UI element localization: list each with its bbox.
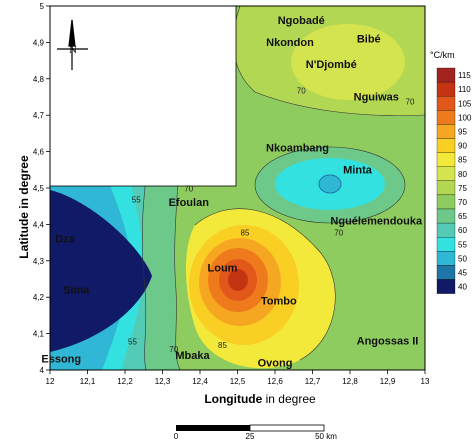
legend-swatch [436,67,456,83]
scale-label-0: 0 [174,432,179,441]
legend-level-label: 55 [458,240,467,249]
y-tick-label: 4,6 [33,148,45,157]
contour-label: 70 [169,345,178,354]
contour-label: 55 [132,196,141,205]
y-tick-label: 4,5 [33,184,45,193]
place-label: Dza [55,234,75,246]
x-axis-label-bold: Longitude [204,392,263,406]
legend-swatch [436,166,456,181]
x-tick-label: 12,9 [380,377,396,386]
legend-swatch [436,265,456,280]
legend-swatch [436,81,456,97]
legend-level-label: 85 [458,156,467,165]
x-tick-label: 12,1 [80,377,96,386]
y-tick-label: 4,9 [33,38,45,47]
y-tick-label: 4,4 [33,220,45,229]
place-label: Efoulan [169,197,210,209]
scale-bar: 0 25 50 km [174,424,337,441]
legend-swatch [436,251,456,266]
place-label: Essong [41,354,81,366]
x-tick-label: 12,3 [155,377,171,386]
legend-swatch [436,180,456,196]
legend-swatch [436,110,456,125]
y-tick-label: 4,1 [33,330,45,339]
contour-label: 70 [406,97,415,106]
place-label: Angossas II [357,336,419,348]
legend-swatch [436,279,456,294]
x-tick-label: 13 [421,377,430,386]
place-label: Nguiwas [354,92,399,104]
legend-swatch [436,96,456,111]
legend-swatch [436,237,456,252]
place-label: Mbaka [175,350,210,362]
contour-label: 85 [241,228,250,237]
legend-level-label: 105 [458,99,472,108]
legend-level-label: 90 [458,142,467,151]
x-axis-label-rest: in degree [262,392,316,406]
contour-label: 70 [184,185,193,194]
y-tick-label: 4,2 [33,293,45,302]
y-axis-label: Latitude in degree [17,155,31,259]
legend-level-label: 95 [458,127,467,136]
legend-swatch [436,138,456,153]
legend-level-label: 50 [458,254,467,263]
place-label: Loum [208,263,238,275]
x-axis-label: Longitude in degree [160,392,360,406]
scale-label-25: 25 [246,432,255,441]
x-tick-label: 12,7 [305,377,321,386]
y-tick-label: 4 [40,366,45,375]
north-label: N [69,44,77,56]
contour-label: 70 [334,228,343,237]
place-label: Bibé [357,33,381,45]
legend-level-label: 115 [458,71,471,80]
place-label: Ovong [258,357,293,369]
place-label: Tombo [261,295,297,307]
legend-level-label: 75 [458,184,467,193]
north-arrow-icon [57,19,88,70]
x-tick-label: 12,5 [230,377,246,386]
place-label: N'Djombé [306,59,357,71]
x-tick-label: 12,6 [267,377,283,386]
place-label: Nguélemendouka [330,215,423,227]
legend-level-label: 100 [458,113,472,122]
legend-swatch [436,194,456,210]
x-tick-label: 12,4 [192,377,208,386]
legend-level-label: 80 [458,170,467,179]
place-label: Minta [343,164,373,176]
legend-level-label: 45 [458,268,467,277]
legend-swatch [436,222,456,238]
legend-level-label: 60 [458,226,467,235]
place-label: Ngobadé [278,15,325,27]
north-arrow-inset [49,5,237,187]
y-tick-label: 5 [40,2,45,11]
legend-level-label: 65 [458,212,467,221]
place-label: Nkondon [266,37,314,49]
y-tick-label: 4,8 [33,75,45,84]
y-tick-label: 4,3 [33,257,45,266]
legend-swatch [436,152,456,167]
y-axis-ticks: 4 4,1 4,2 4,3 4,4 4,5 4,6 4,7 4,8 4,9 5 [33,2,50,375]
legend-title: °C/km [430,50,455,60]
x-tick-label: 12,2 [117,377,133,386]
color-legend: 115 110 105 100 95 90 85 80 75 70 65 60 55 50 45 40 [436,67,472,294]
legend-swatch [436,124,456,139]
legend-level-label: 40 [458,283,467,292]
contour-label: 55 [128,338,137,347]
legend-level-label: 110 [458,85,471,94]
y-tick-label: 4,7 [33,111,45,120]
legend-level-label: 70 [458,198,467,207]
legend-swatch [436,208,456,224]
contour-label: 85 [218,341,227,350]
place-labels: Ngobadé Nkondon Bibé N'Djombé Nguiwas Nkoamba… [41,15,423,369]
contour-labels: 70 70 55 70 85 70 55 70 85 [128,86,415,353]
place-label: Nkoambang [266,143,329,155]
x-tick-label: 12,8 [342,377,358,386]
x-axis-ticks: 12 12,1 12,2 12,3 12,4 12,5 12,6 12,7 12,8 12,9 13 [46,370,430,386]
place-label: Sima [63,285,90,297]
scale-label-50: 50 km [315,432,337,441]
contour-label: 70 [297,86,306,95]
x-tick-label: 12 [46,377,55,386]
